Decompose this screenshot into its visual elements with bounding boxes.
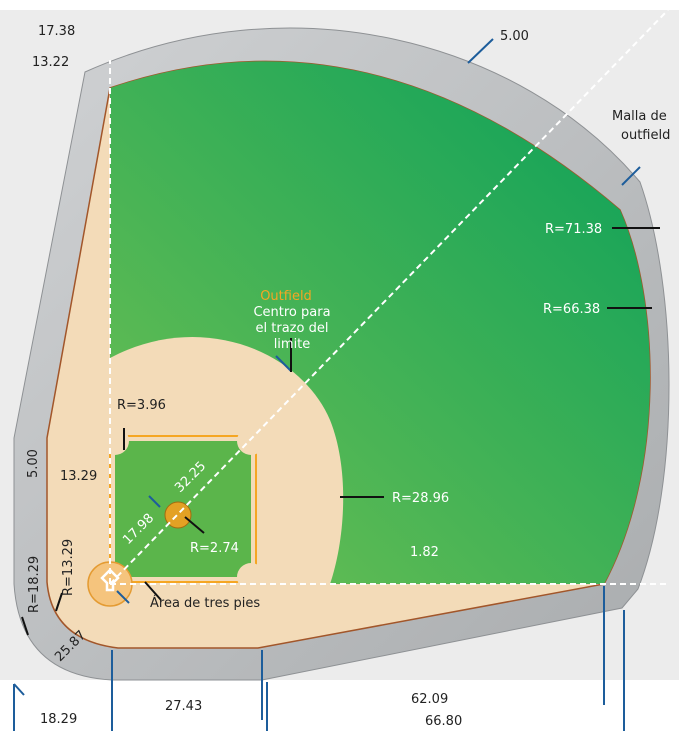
radius-2-74: R=2.74 — [190, 541, 239, 556]
home-plate-icon — [100, 568, 120, 592]
dim-66-80: 66.80 — [425, 714, 462, 729]
fence-label-line-1: Malla de — [612, 109, 667, 124]
dim-13-29-a: 13.29 — [60, 469, 97, 484]
center-diagonal — [109, 9, 669, 585]
black-leaders — [21, 227, 660, 636]
leader-r2 — [184, 516, 205, 534]
dim-18-29: 18.29 — [40, 712, 77, 727]
radius-3-96: R=3.96 — [117, 398, 166, 413]
first-base-cutout — [237, 563, 265, 591]
dim-5-00-left: 5.00 — [26, 449, 41, 478]
second-base-cutout — [237, 427, 265, 455]
leader-fence-top — [467, 38, 494, 64]
dim-62-09: 62.09 — [411, 692, 448, 707]
fence-label-line-2: outfield — [621, 128, 670, 143]
radius-71-38: R=71.38 — [545, 222, 602, 237]
radius-18-29: R=18.29 — [27, 556, 42, 613]
dim-17-38: 17.38 — [38, 24, 75, 39]
dim-5-00-top: 5.00 — [500, 29, 529, 44]
leader-pitcher — [148, 495, 161, 508]
leader-r18 — [21, 616, 29, 636]
dim-27-43: 27.43 — [165, 699, 202, 714]
three-foot-area-label: Área de tres pies — [150, 595, 260, 611]
outfield-center-line-3: limite — [274, 337, 311, 352]
leader-home — [116, 590, 130, 604]
radius-13-29: R=13.29 — [61, 539, 76, 596]
blue-leaders — [13, 38, 641, 731]
leader-fence-right — [621, 166, 641, 186]
pitcher-mound — [164, 501, 192, 529]
radius-66-38: R=66.38 — [543, 302, 600, 317]
leader-r13 — [55, 592, 63, 612]
dim-13-22: 13.22 — [32, 55, 69, 70]
leader-three-foot — [144, 581, 162, 601]
leader-center-point — [275, 355, 292, 372]
third-base-cutout — [101, 427, 129, 455]
outfield-center-line-2: el trazo del — [256, 321, 329, 336]
leader-left-corner — [13, 683, 25, 696]
outfield-center-line-1: Centro para — [253, 305, 330, 320]
outfield-title: Outfield — [260, 289, 312, 304]
dim-1-82: 1.82 — [410, 545, 439, 560]
radius-28-96: R=28.96 — [392, 491, 449, 506]
